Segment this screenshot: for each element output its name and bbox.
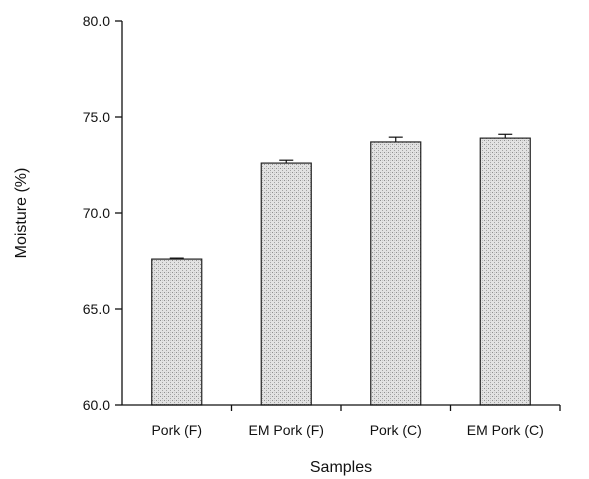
bar: [371, 142, 421, 405]
x-tick-label: EM Pork (F): [249, 422, 324, 438]
y-axis-ticks: 60.0 65.0 70.0 75.0 80.0: [83, 13, 122, 413]
bars: [152, 134, 531, 405]
error-bar: [389, 137, 403, 142]
x-axis-title: Samples: [310, 459, 372, 476]
y-tick-label: 60.0: [83, 397, 110, 413]
y-tick-label: 65.0: [83, 301, 110, 317]
y-tick-label: 70.0: [83, 205, 110, 221]
x-tick-label: Pork (F): [151, 422, 202, 438]
x-tick-label: Pork (C): [370, 422, 422, 438]
bar: [261, 163, 311, 405]
y-tick-label: 80.0: [83, 13, 110, 29]
y-tick-label: 75.0: [83, 109, 110, 125]
x-axis-ticks: Pork (F) EM Pork (F) Pork (C) EM Pork (C): [151, 405, 560, 438]
y-axis-title: Moisture (%): [13, 168, 30, 259]
bar: [480, 138, 530, 405]
x-tick-label: EM Pork (C): [467, 422, 544, 438]
bar: [152, 259, 202, 405]
